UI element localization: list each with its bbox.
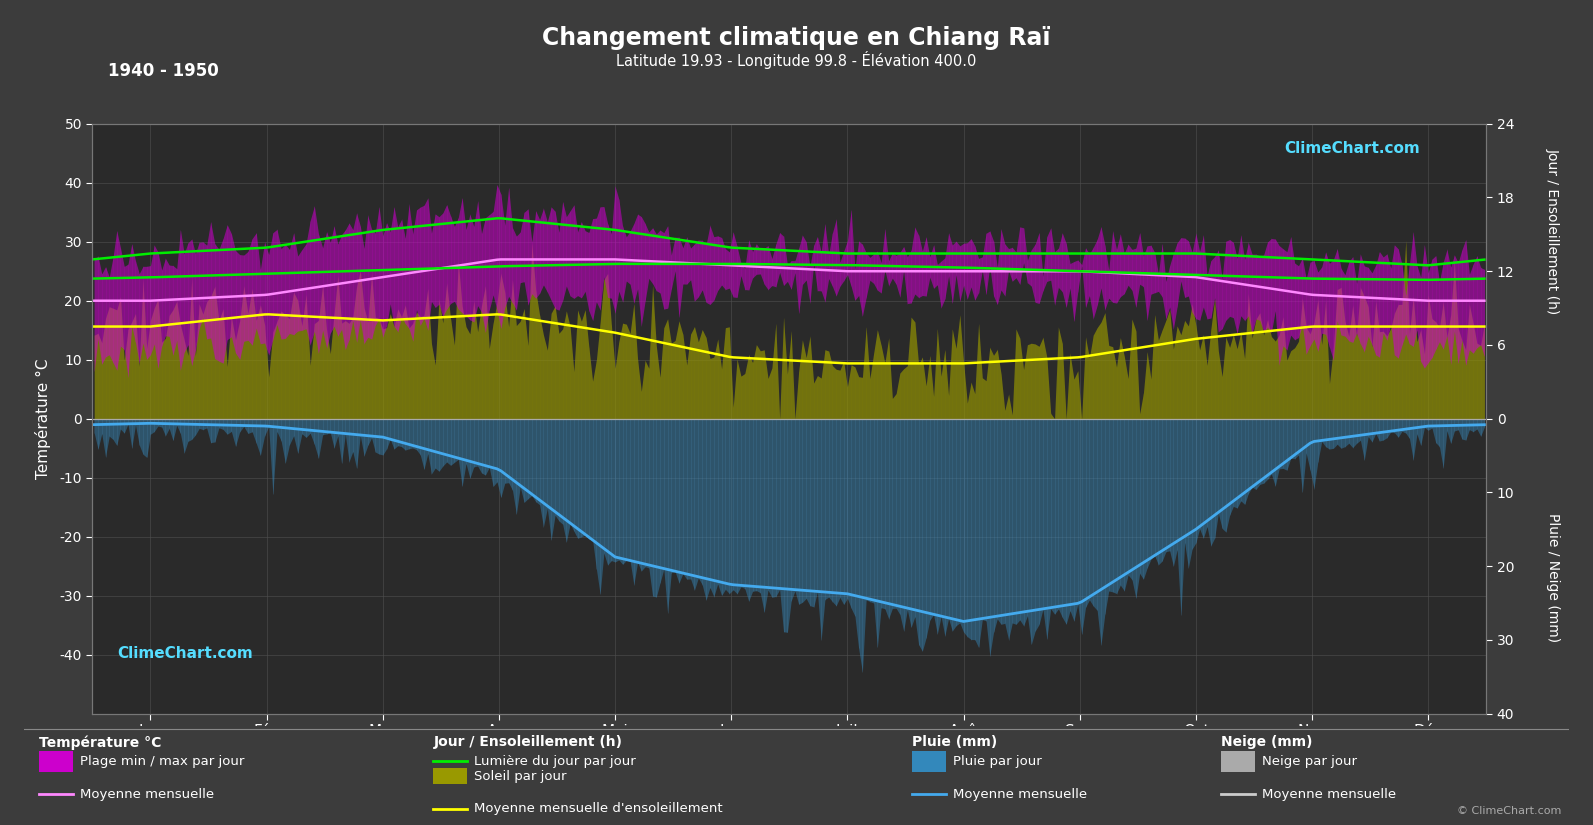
Bar [433, 768, 467, 784]
Text: Changement climatique en Chiang Raï: Changement climatique en Chiang Raï [542, 26, 1051, 50]
Text: Jour / Ensoleillement (h): Jour / Ensoleillement (h) [1547, 148, 1560, 314]
Text: Moyenne mensuelle: Moyenne mensuelle [1262, 788, 1395, 801]
Text: Température °C: Température °C [40, 736, 162, 750]
Bar [1222, 751, 1255, 771]
Text: Pluie / Neige (mm): Pluie / Neige (mm) [1547, 513, 1560, 642]
Text: Jour / Ensoleillement (h): Jour / Ensoleillement (h) [433, 736, 623, 749]
Text: 1940 - 1950: 1940 - 1950 [108, 62, 220, 80]
Text: Pluie (mm): Pluie (mm) [913, 736, 997, 749]
Text: Pluie par jour: Pluie par jour [953, 755, 1042, 767]
Text: ClimeChart.com: ClimeChart.com [1284, 141, 1419, 157]
Text: Neige par jour: Neige par jour [1262, 755, 1357, 767]
Text: © ClimeChart.com: © ClimeChart.com [1458, 806, 1561, 816]
Y-axis label: Température °C: Température °C [35, 358, 51, 479]
Text: Plage min / max par jour: Plage min / max par jour [80, 755, 244, 767]
Text: Moyenne mensuelle: Moyenne mensuelle [953, 788, 1086, 801]
Text: Moyenne mensuelle d'ensoleillement: Moyenne mensuelle d'ensoleillement [473, 802, 722, 815]
Bar [913, 751, 946, 771]
Text: Lumière du jour par jour: Lumière du jour par jour [473, 755, 636, 767]
Bar [40, 751, 73, 771]
Text: Latitude 19.93 - Longitude 99.8 - Élévation 400.0: Latitude 19.93 - Longitude 99.8 - Élévat… [616, 51, 977, 69]
Text: Soleil par jour: Soleil par jour [473, 770, 566, 783]
Text: Neige (mm): Neige (mm) [1222, 736, 1313, 749]
Text: ClimeChart.com: ClimeChart.com [118, 646, 253, 661]
Text: Moyenne mensuelle: Moyenne mensuelle [80, 788, 213, 801]
